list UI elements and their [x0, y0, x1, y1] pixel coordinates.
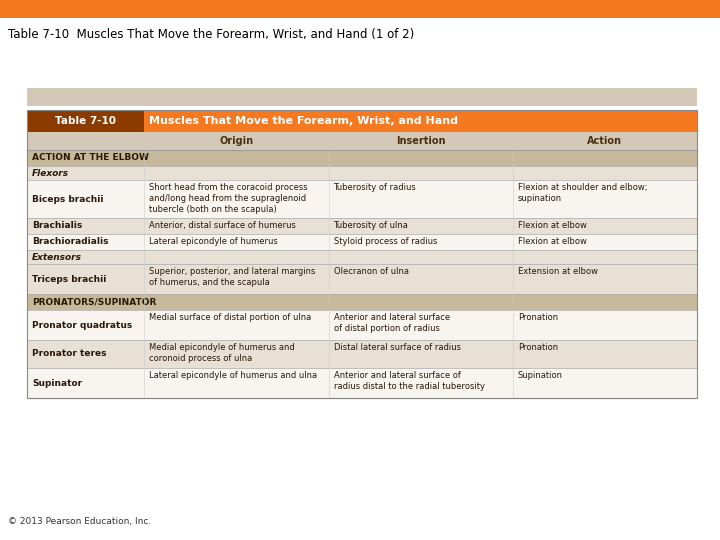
Bar	[27, 110, 144, 132]
Bar	[27, 132, 697, 150]
Text: Lateral epicondyle of humerus and ulna: Lateral epicondyle of humerus and ulna	[149, 371, 318, 380]
Bar	[27, 218, 697, 234]
Text: Table 7-10: Table 7-10	[55, 116, 116, 126]
Text: Anterior and lateral surface of
radius distal to the radial tuberosity: Anterior and lateral surface of radius d…	[333, 371, 485, 391]
Text: Origin: Origin	[220, 136, 253, 146]
Bar	[27, 368, 697, 398]
Bar	[27, 340, 697, 368]
Bar	[27, 150, 697, 166]
Text: Extensors: Extensors	[32, 253, 82, 261]
Text: Distal lateral surface of radius: Distal lateral surface of radius	[333, 343, 461, 352]
Text: Flexors: Flexors	[32, 168, 69, 178]
Bar	[27, 180, 697, 218]
Bar	[27, 110, 697, 398]
Bar	[27, 234, 697, 250]
Bar	[0, 0, 720, 18]
Text: Short head from the coracoid process
and/long head from the supraglenoid
tubercl: Short head from the coracoid process and…	[149, 183, 308, 214]
Text: Styloid process of radius: Styloid process of radius	[333, 237, 437, 246]
Text: Anterior and lateral surface
of distal portion of radius: Anterior and lateral surface of distal p…	[333, 313, 449, 333]
Text: Medial surface of distal portion of ulna: Medial surface of distal portion of ulna	[149, 313, 312, 322]
Bar	[27, 166, 697, 180]
Bar	[27, 264, 697, 294]
Text: Flexion at shoulder and elbow;
supination: Flexion at shoulder and elbow; supinatio…	[518, 183, 647, 203]
Text: Tuberosity of ulna: Tuberosity of ulna	[333, 221, 408, 230]
Bar	[27, 110, 697, 132]
Bar	[27, 110, 144, 132]
Bar	[27, 294, 697, 310]
Text: ACTION AT THE ELBOW: ACTION AT THE ELBOW	[32, 153, 149, 163]
Text: Biceps brachii: Biceps brachii	[32, 194, 104, 204]
Text: Pronator teres: Pronator teres	[32, 349, 107, 359]
Text: Table 7-10  Muscles That Move the Forearm, Wrist, and Hand (1 of 2): Table 7-10 Muscles That Move the Forearm…	[8, 28, 414, 41]
Text: Triceps brachii: Triceps brachii	[32, 274, 107, 284]
Bar	[27, 88, 697, 106]
Text: Flexion at elbow: Flexion at elbow	[518, 221, 587, 230]
Text: Brachioradialis: Brachioradialis	[32, 238, 109, 246]
Text: Anterior, distal surface of humerus: Anterior, distal surface of humerus	[149, 221, 296, 230]
Text: Supinator: Supinator	[32, 379, 82, 388]
Bar	[27, 110, 697, 132]
Text: Superior, posterior, and lateral margins
of humerus, and the scapula: Superior, posterior, and lateral margins…	[149, 267, 315, 287]
Text: Muscles That Move the Forearm, Wrist, and Hand: Muscles That Move the Forearm, Wrist, an…	[150, 414, 459, 424]
Text: © 2013 Pearson Education, Inc.: © 2013 Pearson Education, Inc.	[8, 517, 151, 526]
Text: Action: Action	[588, 136, 622, 146]
Text: Pronation: Pronation	[518, 313, 558, 322]
Text: Supination: Supination	[518, 371, 563, 380]
Text: Pronator quadratus: Pronator quadratus	[32, 321, 132, 329]
Text: Insertion: Insertion	[396, 136, 446, 146]
Text: Tuberosity of radius: Tuberosity of radius	[333, 183, 416, 192]
Text: Pronation: Pronation	[518, 343, 558, 352]
Text: PRONATORS/SUPINATOR: PRONATORS/SUPINATOR	[32, 298, 156, 307]
Bar	[27, 310, 697, 340]
Text: Table 7-10: Table 7-10	[55, 414, 116, 424]
Text: Muscles That Move the Forearm, Wrist, and Hand: Muscles That Move the Forearm, Wrist, an…	[149, 116, 458, 126]
Text: Extension at elbow: Extension at elbow	[518, 267, 598, 276]
Text: Brachialis: Brachialis	[32, 221, 82, 231]
Text: Medial epicondyle of humerus and
coronoid process of ulna: Medial epicondyle of humerus and coronoi…	[149, 343, 295, 363]
Text: Lateral epicondyle of humerus: Lateral epicondyle of humerus	[149, 237, 278, 246]
Text: Flexion at elbow: Flexion at elbow	[518, 237, 587, 246]
Bar	[27, 250, 697, 264]
Text: Olecranon of ulna: Olecranon of ulna	[333, 267, 408, 276]
